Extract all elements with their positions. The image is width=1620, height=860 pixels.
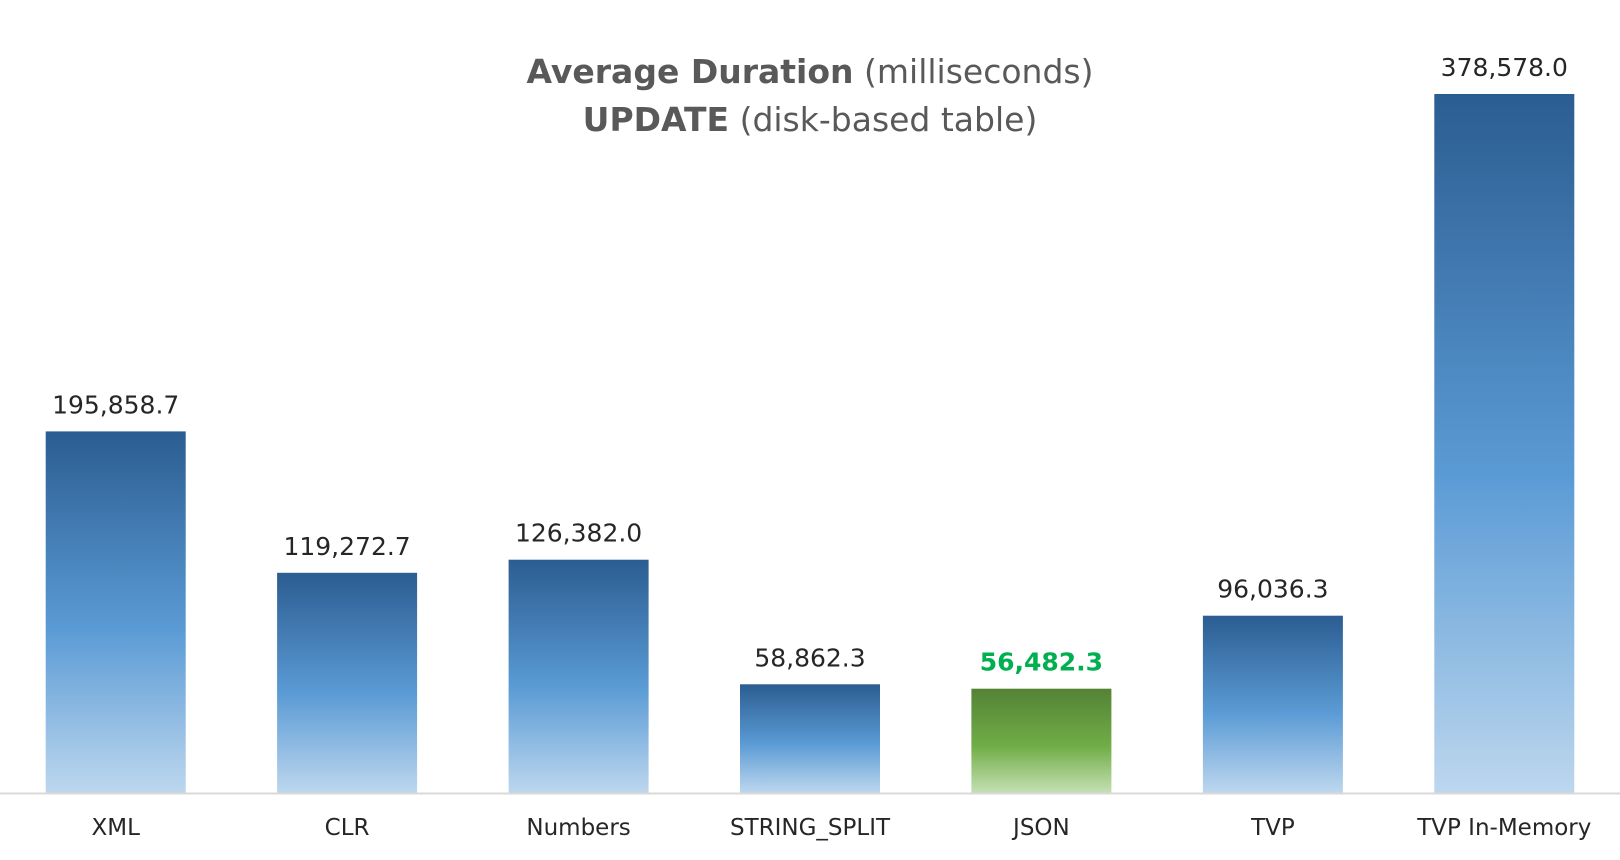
data-labels-layer: 195,858.7 119,272.7 126,382.0 58,862.3 56,48… bbox=[52, 53, 1568, 677]
chart-title-rest-2: (disk-based table) bbox=[729, 100, 1038, 139]
category-label: XML bbox=[91, 815, 140, 841]
chart-title-bold-1: Average Duration bbox=[526, 52, 854, 91]
category-label: JSON bbox=[1011, 815, 1070, 841]
data-label: 195,858.7 bbox=[52, 390, 179, 419]
data-label: 96,036.3 bbox=[1217, 575, 1328, 604]
chart-title-line-1: Average Duration (milliseconds) bbox=[0, 48, 1620, 96]
chart-title-line-2: UPDATE (disk-based table) bbox=[0, 96, 1620, 144]
bar-xml bbox=[45, 431, 186, 793]
category-label: TVP bbox=[1250, 815, 1295, 841]
category-label: Numbers bbox=[526, 815, 630, 841]
data-label: 56,482.3 bbox=[980, 648, 1103, 677]
category-labels-layer: XML CLR Numbers STRING_SPLIT JSON TVP TVP In-M… bbox=[91, 815, 1591, 841]
bar-string-split bbox=[740, 684, 880, 793]
bars-layer bbox=[45, 94, 1575, 793]
bar-numbers bbox=[508, 559, 649, 793]
category-label: CLR bbox=[325, 815, 370, 841]
data-label: 58,862.3 bbox=[754, 643, 865, 672]
data-label: 126,382.0 bbox=[515, 519, 642, 548]
bar-clr bbox=[277, 572, 418, 793]
bar-json bbox=[971, 688, 1112, 793]
chart-title-bold-2: UPDATE bbox=[582, 100, 730, 139]
category-label: TVP In-Memory bbox=[1416, 815, 1591, 841]
bar-tvp bbox=[1202, 615, 1343, 793]
data-label: 119,272.7 bbox=[283, 532, 410, 561]
data-label: 378,578.0 bbox=[1441, 53, 1568, 82]
chart-title-rest-1: (milliseconds) bbox=[853, 52, 1094, 91]
category-label: STRING_SPLIT bbox=[730, 815, 891, 841]
bar-tvp-in-memory bbox=[1434, 94, 1575, 793]
chart-title: Average Duration (milliseconds) UPDATE (… bbox=[0, 48, 1620, 144]
